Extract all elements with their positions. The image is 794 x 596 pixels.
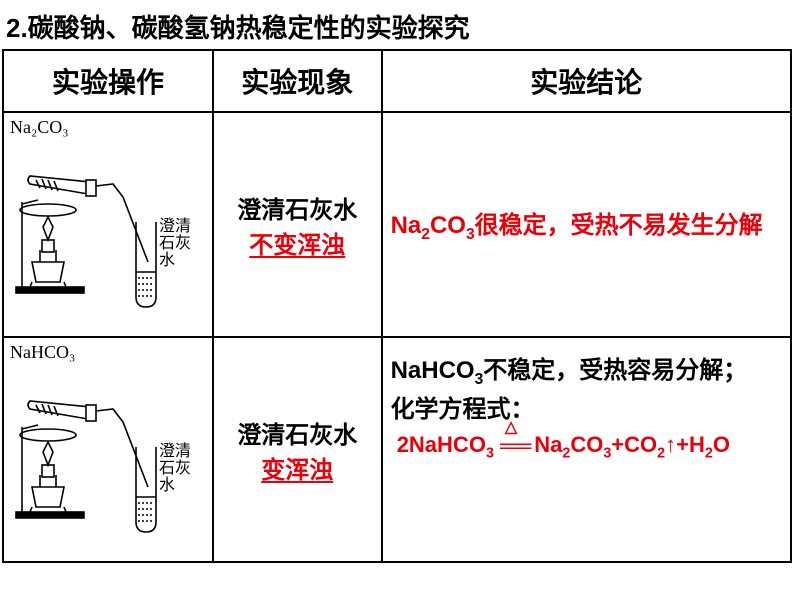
chemical-label-2: NaHCO₃: [10, 342, 75, 363]
conclusion-1-text: Na2CO3很稳定，受热不易发生分解: [391, 212, 763, 239]
section-title: 2.碳酸钠、碳酸氢钠热稳定性的实验探究: [0, 0, 794, 49]
header-conclusion: 实验结论: [382, 50, 791, 112]
conclusion-cell-1: Na2CO3很稳定，受热不易发生分解: [382, 112, 791, 337]
phenomenon-cell-2: 澄清石灰水 变浑浊: [213, 337, 382, 562]
phenomenon-1-line2: 不变浑浊: [249, 232, 345, 259]
limewater-label-2: 澄清石灰水: [159, 443, 191, 494]
operation-cell-1: Na₂CO₃: [3, 112, 213, 337]
phenomenon-2-line2: 变浑浊: [261, 457, 333, 484]
header-phenomenon: 实验现象: [213, 50, 382, 112]
conclusion-cell-2: NaHCO3不稳定，受热容易分解； 化学方程式： 2NaHCO3 △ ══ Na…: [382, 337, 791, 562]
conclusion-2-line1: NaHCO3不稳定，受热容易分解；: [391, 350, 782, 389]
phenomenon-cell-1: 澄清石灰水 不变浑浊: [213, 112, 382, 337]
header-operation: 实验操作: [3, 50, 213, 112]
limewater-label-1: 澄清石灰水: [159, 218, 191, 269]
conclusion-2-line2: 化学方程式：: [391, 389, 782, 424]
phenomenon-2-line1: 澄清石灰水: [237, 422, 357, 449]
chemical-label-1: Na₂CO₃: [10, 117, 69, 138]
operation-cell-2: NaHCO₃: [3, 337, 213, 562]
chemical-equation: 2NaHCO3 △ ══ Na2CO3+CO2↑+H2O: [391, 432, 782, 461]
phenomenon-1-line1: 澄清石灰水: [237, 197, 357, 224]
experiment-table: 实验操作 实验现象 实验结论 Na₂CO₃: [2, 49, 792, 563]
